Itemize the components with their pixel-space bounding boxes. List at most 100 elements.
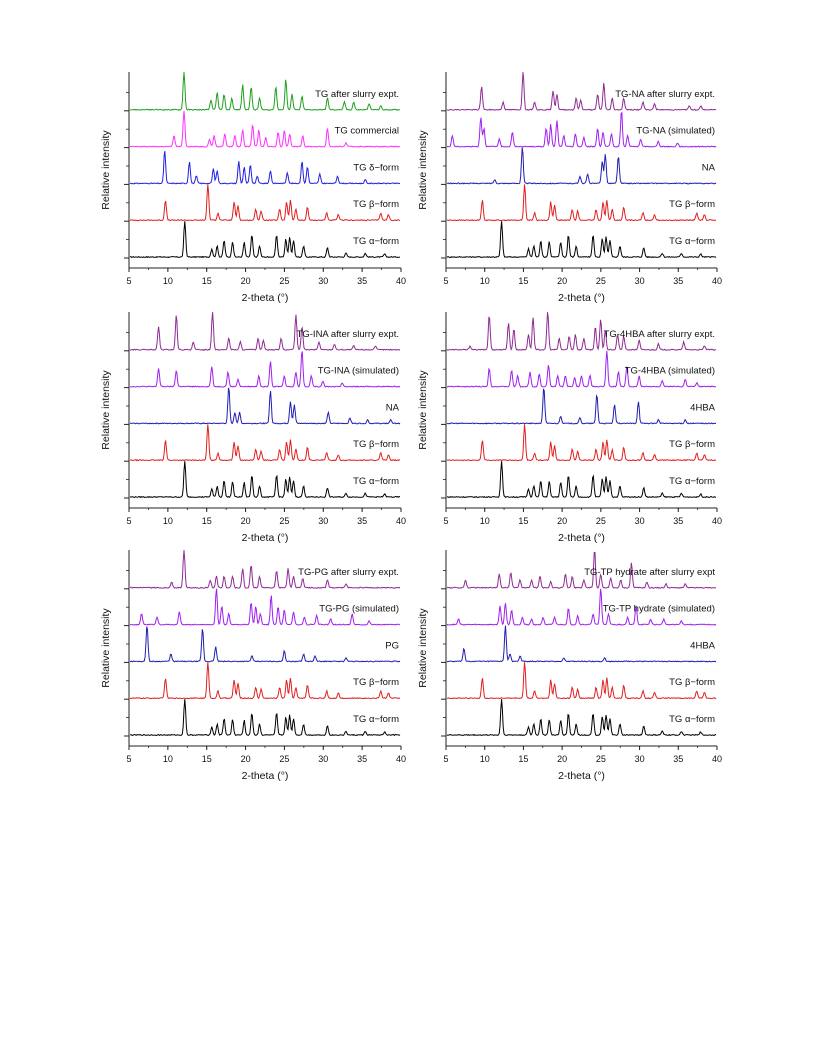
x-tick-label: 30 — [318, 276, 328, 286]
x-tick-label: 35 — [357, 516, 367, 526]
series-label: TG-NA (simulated) — [636, 126, 715, 137]
x-tick-label: 25 — [279, 754, 289, 764]
series-label: TG-NA after slurry expt. — [615, 89, 715, 100]
x-tick-label: 30 — [635, 754, 645, 764]
x-tick-label: 40 — [396, 754, 406, 764]
series-line-3 — [129, 387, 401, 425]
series-line-3 — [446, 625, 717, 663]
series-line-5 — [130, 550, 401, 589]
series-line-2 — [129, 184, 401, 222]
x-tick-label: 15 — [202, 754, 212, 764]
x-tick-label: 5 — [443, 754, 448, 764]
x-tick-label: 5 — [443, 276, 448, 286]
series-label: TG-4HBA (simulated) — [625, 366, 715, 377]
pxrd-panel-4: 5 10 15 20 25 30 35 40 2-theta (°) Relative inten… — [417, 312, 722, 544]
series-line-3 — [129, 626, 401, 663]
x-axis-label: 2-theta (°) — [242, 770, 289, 782]
x-tick-label: 20 — [241, 276, 251, 286]
series-label: TG-TP hydrate after slurry expt — [584, 567, 715, 578]
pxrd-panel-6: 5 10 15 20 25 30 35 40 2-theta (°) Relative inten… — [417, 550, 722, 782]
series-label: TG β−form — [353, 677, 399, 688]
series-label: TG δ−form — [353, 162, 399, 173]
x-tick-label: 40 — [712, 754, 722, 764]
x-tick-label: 15 — [202, 516, 212, 526]
series-label: 4HBA — [690, 640, 715, 651]
x-tick-label: 15 — [518, 276, 528, 286]
series-label: TG-4HBA after slurry expt. — [604, 329, 715, 340]
x-axis-label: 2-theta (°) — [558, 770, 605, 782]
pxrd-panel-3: 5 10 15 20 25 30 35 40 2-theta (°) Relative inten… — [100, 312, 406, 544]
x-axis-label: 2-theta (°) — [558, 532, 605, 544]
series-label: TG β−form — [669, 439, 715, 450]
x-tick-label: 20 — [241, 516, 251, 526]
series-label: TG α−form — [669, 714, 715, 725]
series-line-2 — [129, 662, 401, 700]
series-label: 4HBA — [690, 402, 715, 413]
x-tick-label: 20 — [241, 754, 251, 764]
pxrd-panel-2: 5 10 15 20 25 30 35 40 2-theta (°) Relative inten… — [417, 72, 722, 304]
x-axis-label: 2-theta (°) — [558, 292, 605, 304]
series-line-5 — [447, 72, 717, 111]
x-tick-label: 35 — [357, 754, 367, 764]
x-tick-label: 10 — [480, 754, 490, 764]
x-tick-label: 40 — [712, 516, 722, 526]
x-tick-label: 35 — [673, 516, 683, 526]
series-line-1 — [446, 699, 717, 737]
series-label: TG α−form — [353, 476, 399, 487]
series-line-3 — [129, 151, 401, 185]
series-line-1 — [129, 461, 401, 499]
x-tick-label: 40 — [396, 516, 406, 526]
x-tick-label: 20 — [557, 276, 567, 286]
x-axis-label: 2-theta (°) — [242, 532, 289, 544]
pxrd-panel-1: 5 10 15 20 25 30 35 40 2-theta (°) Relative inten… — [100, 72, 406, 304]
series-label: TG β−form — [353, 199, 399, 210]
series-label: NA — [386, 402, 400, 413]
series-line-4 — [129, 351, 401, 388]
series-line-2 — [447, 662, 717, 700]
x-tick-label: 15 — [202, 276, 212, 286]
x-tick-label: 35 — [673, 754, 683, 764]
series-line-5 — [446, 551, 717, 589]
x-tick-label: 30 — [635, 276, 645, 286]
x-tick-label: 15 — [518, 754, 528, 764]
series-line-1 — [129, 699, 401, 737]
series-line-4 — [446, 350, 717, 388]
series-line-4 — [129, 588, 401, 626]
series-line-1 — [446, 461, 717, 499]
x-tick-label: 30 — [318, 516, 328, 526]
x-tick-label: 10 — [163, 516, 173, 526]
series-label: TG α−form — [669, 236, 715, 247]
series-label: TG-PG (simulated) — [319, 604, 399, 615]
x-tick-label: 35 — [673, 276, 683, 286]
x-tick-label: 25 — [596, 276, 606, 286]
series-line-5 — [129, 72, 401, 111]
series-label: TG β−form — [669, 677, 715, 688]
y-axis-label: Relative intensity — [417, 608, 429, 688]
series-line-1 — [130, 221, 401, 259]
y-axis-label: Relative intensity — [100, 130, 112, 210]
x-tick-label: 25 — [596, 754, 606, 764]
series-label: TG β−form — [669, 199, 715, 210]
x-tick-label: 10 — [163, 276, 173, 286]
series-label: TG after slurry expt. — [315, 89, 399, 100]
x-tick-label: 25 — [279, 276, 289, 286]
series-label: TG-TP hydrate (simulated) — [603, 604, 715, 615]
series-label: TG β−form — [353, 439, 399, 450]
x-axis-label: 2-theta (°) — [242, 292, 289, 304]
x-tick-label: 5 — [126, 516, 131, 526]
x-tick-label: 35 — [357, 276, 367, 286]
x-tick-label: 10 — [163, 754, 173, 764]
series-label: TG-PG after slurry expt. — [298, 567, 399, 578]
x-tick-label: 40 — [396, 276, 406, 286]
y-axis-label: Relative intensity — [100, 370, 112, 450]
series-label: TG-INA after slurry expt. — [297, 329, 399, 340]
x-tick-label: 5 — [126, 276, 131, 286]
series-label: TG-INA (simulated) — [318, 366, 399, 377]
series-label: TG α−form — [353, 236, 399, 247]
x-tick-label: 40 — [712, 276, 722, 286]
series-label: TG α−form — [669, 476, 715, 487]
series-line-5 — [129, 312, 401, 351]
series-label: NA — [702, 162, 716, 173]
x-tick-label: 25 — [279, 516, 289, 526]
